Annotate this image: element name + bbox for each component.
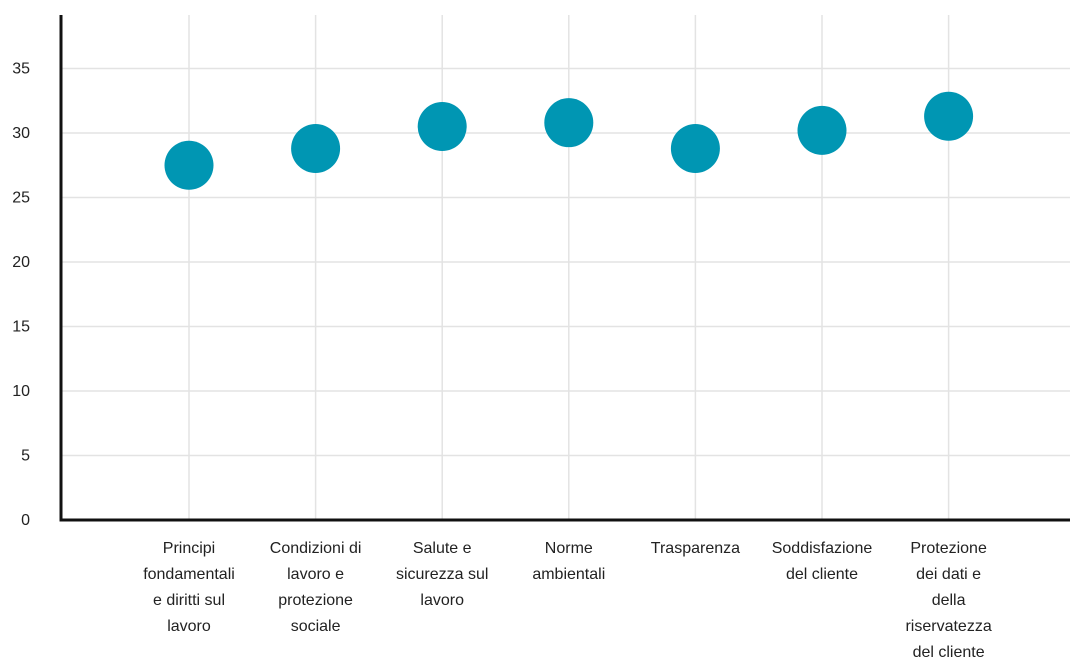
y-tick-label: 35 (12, 61, 30, 78)
y-tick-label: 15 (12, 319, 30, 336)
x-category-label-line: della (932, 592, 966, 609)
x-category-label-line: protezione (278, 592, 353, 609)
x-category-label-line: Norme (545, 540, 593, 557)
x-category-label: Salute e sicurezza sul lavoro (396, 540, 488, 609)
y-axis-ticks: 0 5 10 15 20 25 30 35 (12, 61, 30, 530)
x-category-label-line: lavoro (420, 592, 464, 609)
x-category-label-line: del cliente (786, 566, 858, 583)
x-category-label: Protezione dei dati e della riservatezza del… (905, 540, 991, 659)
data-point (417, 102, 467, 152)
x-category-label-line: dei dati e (916, 566, 981, 583)
y-tick-label: 10 (12, 383, 30, 400)
data-point (670, 123, 720, 173)
data-point (164, 140, 214, 190)
x-category-label-line: Protezione (910, 540, 987, 557)
x-category-label-line: del cliente (913, 644, 985, 659)
y-tick-label: 5 (21, 448, 30, 465)
x-category-label-line: sociale (291, 618, 341, 635)
data-point (544, 98, 594, 148)
x-category-label-line: Soddisfazione (772, 540, 873, 557)
x-category-label-line: Condizioni di (270, 540, 362, 557)
x-category-label: Soddisfazione del cliente (772, 540, 873, 583)
data-point (924, 91, 974, 141)
y-tick-label: 20 (12, 254, 30, 271)
x-category-label-line: lavoro (167, 618, 211, 635)
x-category-label-line: e diritti sul (153, 592, 225, 609)
x-category-label-line: Principi (163, 540, 215, 557)
y-tick-label: 0 (21, 512, 30, 529)
grid-lines (61, 15, 1070, 520)
y-tick-label: 25 (12, 190, 30, 207)
x-category-label: Condizioni di lavoro e protezione sociale (270, 540, 362, 635)
data-points (164, 91, 974, 190)
x-category-label: Norme ambientali (532, 540, 605, 583)
x-category-label-line: Trasparenza (651, 540, 740, 557)
x-category-label-line: sicurezza sul (396, 566, 488, 583)
x-category-label-line: lavoro e (287, 566, 344, 583)
y-tick-label: 30 (12, 125, 30, 142)
x-category-label-line: riservatezza (905, 618, 991, 635)
x-category-label: Trasparenza (651, 540, 740, 557)
data-point (797, 105, 847, 155)
x-category-label-line: fondamentali (143, 566, 235, 583)
x-category-label-line: ambientali (532, 566, 605, 583)
x-axis-labels: Principi fondamentali e diritti sul lavoro C… (143, 540, 992, 659)
data-point (291, 123, 341, 173)
x-category-label-line: Salute e (413, 540, 472, 557)
x-category-label: Principi fondamentali e diritti sul lavoro (143, 540, 235, 635)
